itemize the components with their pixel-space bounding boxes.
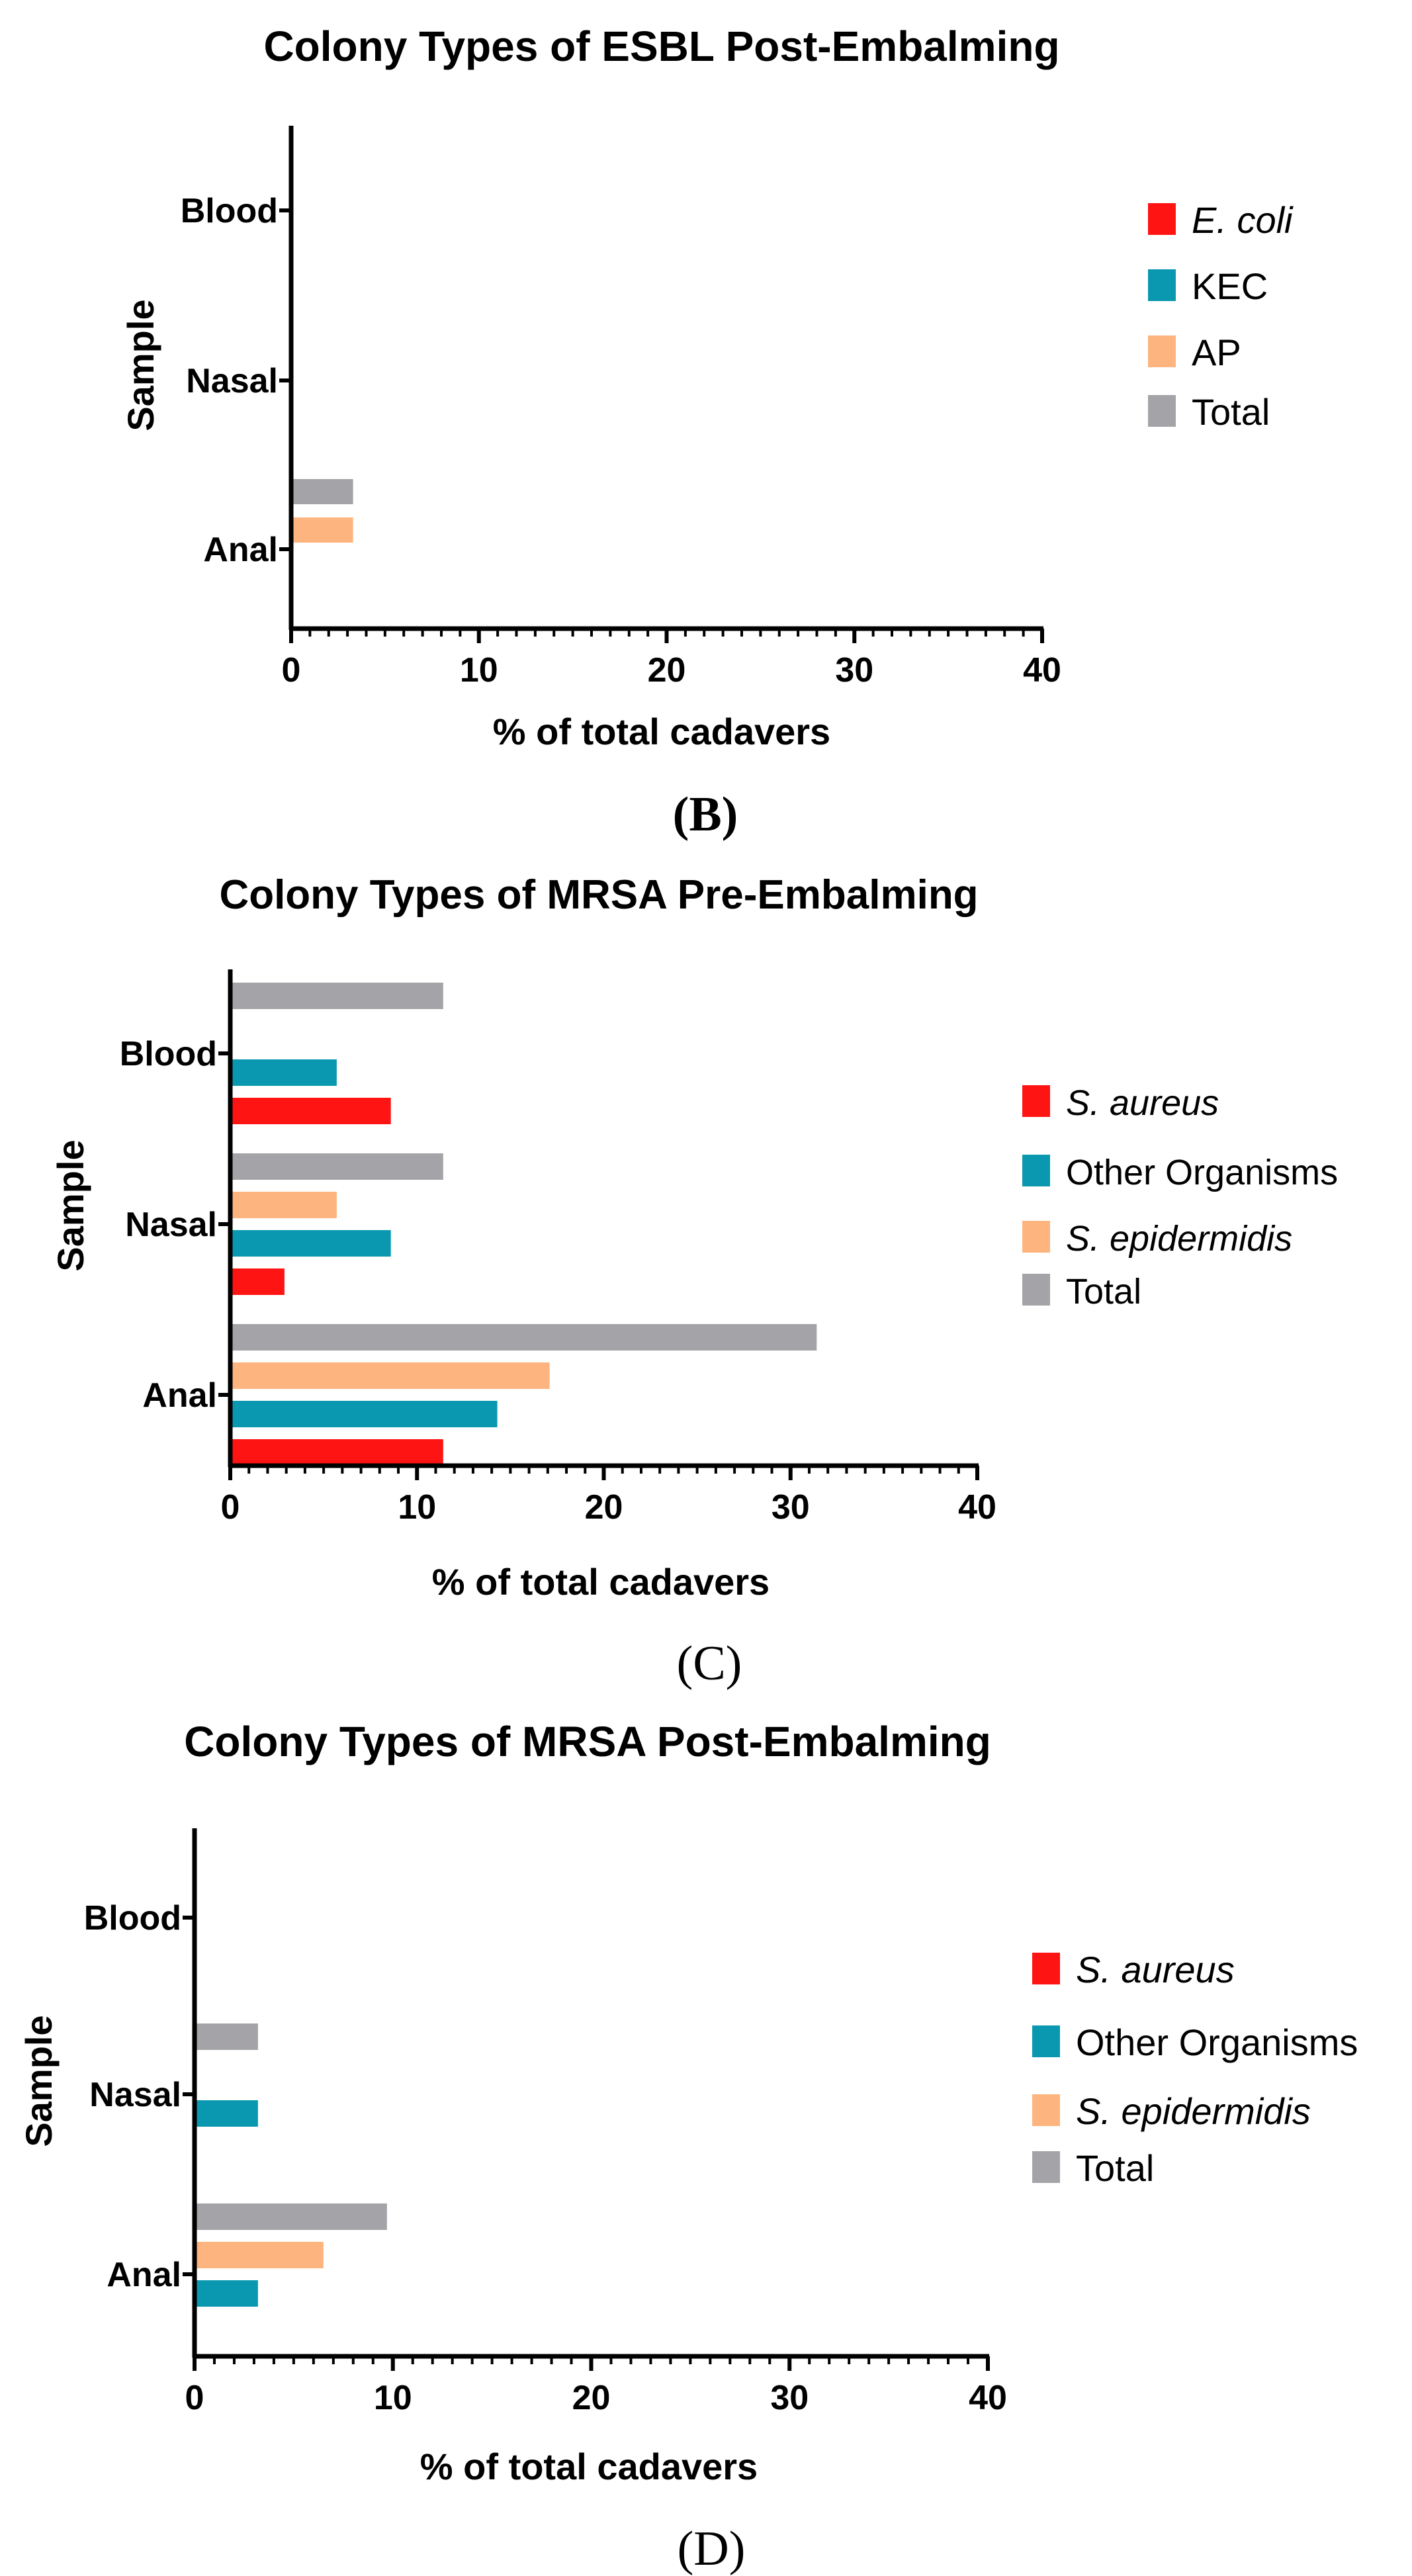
y-category-label-nasal: Nasal: [89, 2076, 181, 2114]
x-tick-label: 30: [772, 1488, 810, 1527]
bar-anal-other-organisms: [230, 1401, 498, 1427]
chart-title: Colony Types of MRSA Pre-Embalming: [219, 872, 978, 918]
x-tick-label: 20: [585, 1488, 623, 1527]
bar-nasal-other-organisms: [230, 1230, 391, 1257]
legend-label: Other Organisms: [1066, 1153, 1338, 1192]
legend-label: Total: [1192, 391, 1270, 433]
panel-label: (B): [673, 787, 738, 842]
x-tick-label: 10: [460, 651, 498, 689]
x-tick-label: 0: [221, 1488, 240, 1527]
y-category-label-nasal: Nasal: [125, 1206, 217, 1244]
y-category-label-blood: Blood: [181, 192, 278, 230]
legend-swatch: [1148, 335, 1176, 367]
legend-label: Other Organisms: [1076, 2021, 1358, 2063]
x-tick-label: 30: [770, 2379, 809, 2417]
x-axis-label: % of total cadavers: [432, 1561, 770, 1603]
bar-nasal-other-organisms: [195, 2100, 258, 2127]
bar-anal-s-epidermidis: [230, 1362, 550, 1389]
bar-nasal-total: [195, 2023, 258, 2050]
x-axis-label: % of total cadavers: [493, 711, 830, 752]
panel-label: (D): [678, 2522, 746, 2576]
bar-anal-s-aureus: [230, 1439, 443, 1466]
y-category-label-blood: Blood: [120, 1035, 217, 1073]
panel-label: (C): [677, 1636, 742, 1691]
legend: E. coli KEC AP Total: [1148, 199, 1294, 433]
x-tick-label: 20: [648, 651, 686, 689]
chart-panel-d: Colony Types of MRSA Post-Embalming 0 10 2…: [18, 1718, 1358, 2576]
y-category-label-anal: Anal: [203, 531, 278, 569]
y-axis-label: Sample: [50, 1139, 91, 1271]
chart-panel-b: Colony Types of ESBL Post-Embalming 0 10 2…: [120, 22, 1294, 842]
y-category-label-anal: Anal: [107, 2256, 181, 2294]
bar-anal-ap: [291, 517, 353, 543]
x-tick-label: 10: [374, 2379, 412, 2417]
x-tick-label: 40: [1023, 651, 1061, 689]
bar-nasal-s-epidermidis: [230, 1192, 337, 1218]
legend-label: Total: [1076, 2147, 1154, 2189]
legend-label: S. aureus: [1066, 1083, 1219, 1123]
x-tick-label: 0: [282, 651, 301, 689]
legend-swatch: [1032, 1953, 1060, 1984]
legend-swatch: [1032, 2094, 1060, 2126]
legend-swatch: [1032, 2025, 1060, 2057]
bar-anal-other-organisms: [195, 2280, 258, 2307]
legend-swatch: [1148, 269, 1176, 301]
legend: S. aureus Other Organisms S. epidermidis To…: [1032, 1949, 1358, 2189]
bar-blood-total: [230, 983, 443, 1009]
legend-label: Total: [1066, 1272, 1141, 1311]
y-category-label-nasal: Nasal: [186, 362, 278, 400]
y-category-label-anal: Anal: [142, 1376, 217, 1415]
y-category-label-blood: Blood: [84, 1899, 181, 1937]
bar-blood-other-organisms: [230, 1059, 337, 1086]
x-tick-label: 10: [398, 1488, 436, 1527]
legend-label: KEC: [1192, 265, 1268, 307]
legend-swatch: [1022, 1155, 1050, 1186]
x-tick-label: 40: [969, 2379, 1007, 2417]
bar-anal-total: [291, 479, 353, 504]
legend-label: S. epidermidis: [1066, 1219, 1292, 1259]
bar-anal-s-epidermidis: [195, 2242, 324, 2268]
plot-area: 0 10 20 30 40 Blood Nasal Anal: [120, 969, 996, 1527]
bar-anal-total: [195, 2203, 387, 2230]
legend-label: S. epidermidis: [1076, 2090, 1311, 2132]
y-axis-label: Sample: [120, 299, 161, 431]
y-axis-label: Sample: [18, 2015, 60, 2147]
legend-label: E. coli: [1192, 199, 1294, 241]
legend-swatch: [1148, 395, 1176, 427]
x-tick-label: 30: [835, 651, 873, 689]
legend-label: S. aureus: [1076, 1949, 1235, 1990]
x-tick-label: 20: [572, 2379, 611, 2417]
legend-swatch: [1022, 1274, 1050, 1306]
bar-anal-total: [230, 1324, 817, 1351]
legend-swatch: [1022, 1221, 1050, 1253]
plot-area: 0 10 20 30 40 Blood Nasal Anal: [84, 1828, 1007, 2417]
bar-blood-s-aureus: [230, 1098, 391, 1124]
x-tick-label: 0: [185, 2379, 204, 2417]
legend-swatch: [1148, 203, 1176, 235]
legend-swatch: [1032, 2151, 1060, 2183]
legend-label: AP: [1192, 332, 1241, 373]
bar-nasal-total: [230, 1153, 443, 1180]
plot-area: 0 10 20 30 40 Blood Nasal Anal: [181, 126, 1061, 689]
legend: S. aureus Other Organisms S. epidermidis To…: [1022, 1083, 1338, 1311]
chart-title: Colony Types of MRSA Post-Embalming: [184, 1718, 991, 1765]
bar-nasal-s-aureus: [230, 1268, 285, 1295]
x-tick-label: 40: [958, 1488, 996, 1527]
chart-panel-c: Colony Types of MRSA Pre-Embalming 0 10 20…: [50, 872, 1338, 1691]
legend-swatch: [1022, 1085, 1050, 1117]
chart-title: Colony Types of ESBL Post-Embalming: [263, 22, 1059, 70]
x-axis-label: % of total cadavers: [420, 2446, 758, 2487]
